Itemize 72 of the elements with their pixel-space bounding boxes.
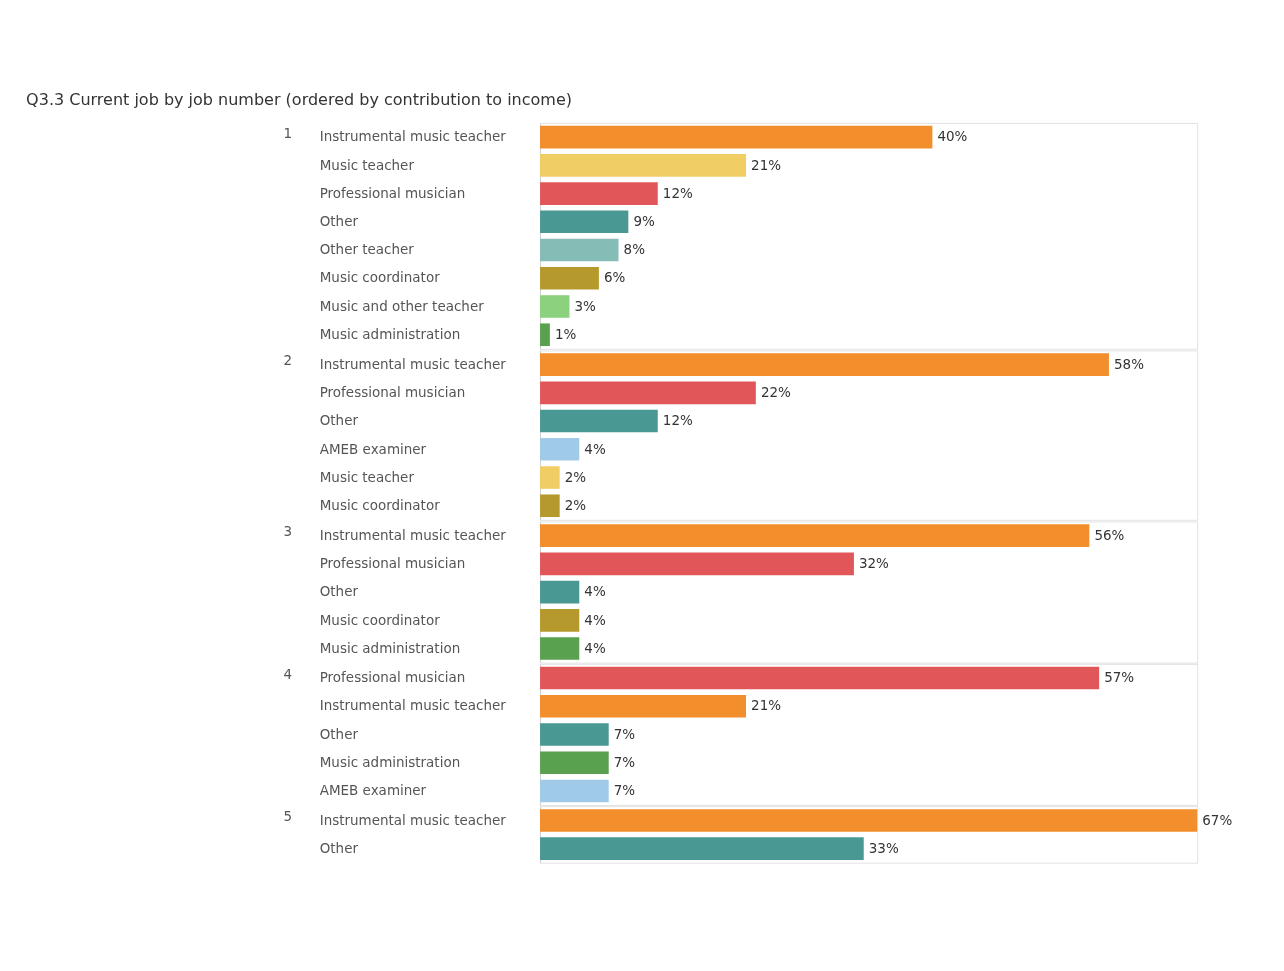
data-label: 32% xyxy=(858,555,890,572)
y-tick-label: AMEB examiner xyxy=(319,440,427,457)
y-tick-label: Music and other teacher xyxy=(319,297,485,314)
y-tick-label: Instrumental music teacher xyxy=(319,355,507,372)
y-axis-title: 2 xyxy=(283,352,293,369)
y-tick-label: Music administration xyxy=(319,325,461,342)
data-label: 21% xyxy=(751,156,782,173)
bar xyxy=(540,494,560,518)
y-tick-label: Instrumental music teacher xyxy=(319,526,507,543)
y-tick-label: AMEB examiner xyxy=(319,782,427,799)
bar xyxy=(540,154,747,177)
data-label: 21% xyxy=(751,697,782,714)
y-tick-label: Professional musician xyxy=(319,669,466,686)
y-tick-label: Instrumental music teacher xyxy=(319,697,507,714)
y-tick-label: Other xyxy=(319,412,359,429)
y-tick-label: Music administration xyxy=(319,753,461,770)
y-tick-label: Instrumental music teacher xyxy=(319,128,507,145)
data-label: 8% xyxy=(623,241,646,258)
data-label: 3% xyxy=(574,297,597,314)
data-label: 33% xyxy=(868,839,899,856)
data-label: 7% xyxy=(613,782,636,799)
y-axis-title: 4 xyxy=(283,665,293,682)
data-label: 4% xyxy=(584,611,606,628)
data-label: 56% xyxy=(1094,526,1125,543)
data-label: 7% xyxy=(613,725,636,742)
bar xyxy=(540,353,1109,376)
data-label: 7% xyxy=(613,753,636,770)
data-label: 1% xyxy=(554,325,577,342)
y-axis-title: 5 xyxy=(283,808,293,825)
data-label: 12% xyxy=(662,184,693,201)
y-tick-label: Other xyxy=(319,583,359,600)
bar xyxy=(540,125,933,149)
text: Q3.3 Current job by job number (ordered by contribution to income) xyxy=(26,89,573,109)
bar xyxy=(540,210,629,234)
data-label: 6% xyxy=(603,269,626,286)
bar xyxy=(540,381,756,405)
bar xyxy=(540,409,658,433)
y-axis-title: 3 xyxy=(283,523,293,540)
y-tick-label: Instrumental music teacher xyxy=(319,811,507,828)
data-label: 4% xyxy=(584,583,606,600)
y-tick-label: Professional musician xyxy=(319,184,466,201)
data-label: 9% xyxy=(633,213,655,230)
y-tick-label: Professional musician xyxy=(319,384,466,401)
bar xyxy=(540,295,570,318)
data-label: 67% xyxy=(1202,811,1233,828)
y-axis-title: 1 xyxy=(283,124,293,141)
y-tick-label: Music coordinator xyxy=(319,269,441,286)
bar xyxy=(540,266,599,290)
y-tick-label: Music coordinator xyxy=(319,611,441,628)
data-label: 12% xyxy=(662,412,693,429)
data-label: 58% xyxy=(1114,355,1145,372)
data-label: 40% xyxy=(937,128,968,145)
data-label: 2% xyxy=(564,496,587,513)
y-tick-label: Music teacher xyxy=(319,468,415,485)
data-label: 4% xyxy=(584,440,606,457)
y-tick-label: Other teacher xyxy=(319,241,415,258)
bar xyxy=(540,238,619,262)
bar xyxy=(540,466,560,489)
y-tick-label: Other xyxy=(319,725,359,742)
y-tick-label: Professional musician xyxy=(319,555,466,572)
bar xyxy=(540,182,658,205)
data-label: 2% xyxy=(564,468,587,485)
y-tick-label: Other xyxy=(319,839,359,856)
data-label: 4% xyxy=(584,639,606,656)
y-tick-label: Other xyxy=(319,213,359,230)
y-tick-label: Music administration xyxy=(319,639,461,656)
y-tick-label: Music coordinator xyxy=(319,496,441,513)
data-label: 22% xyxy=(760,384,792,401)
y-tick-label: Music teacher xyxy=(319,156,415,173)
bar xyxy=(540,323,550,347)
bar xyxy=(540,438,580,461)
data-label: 57% xyxy=(1104,669,1135,686)
